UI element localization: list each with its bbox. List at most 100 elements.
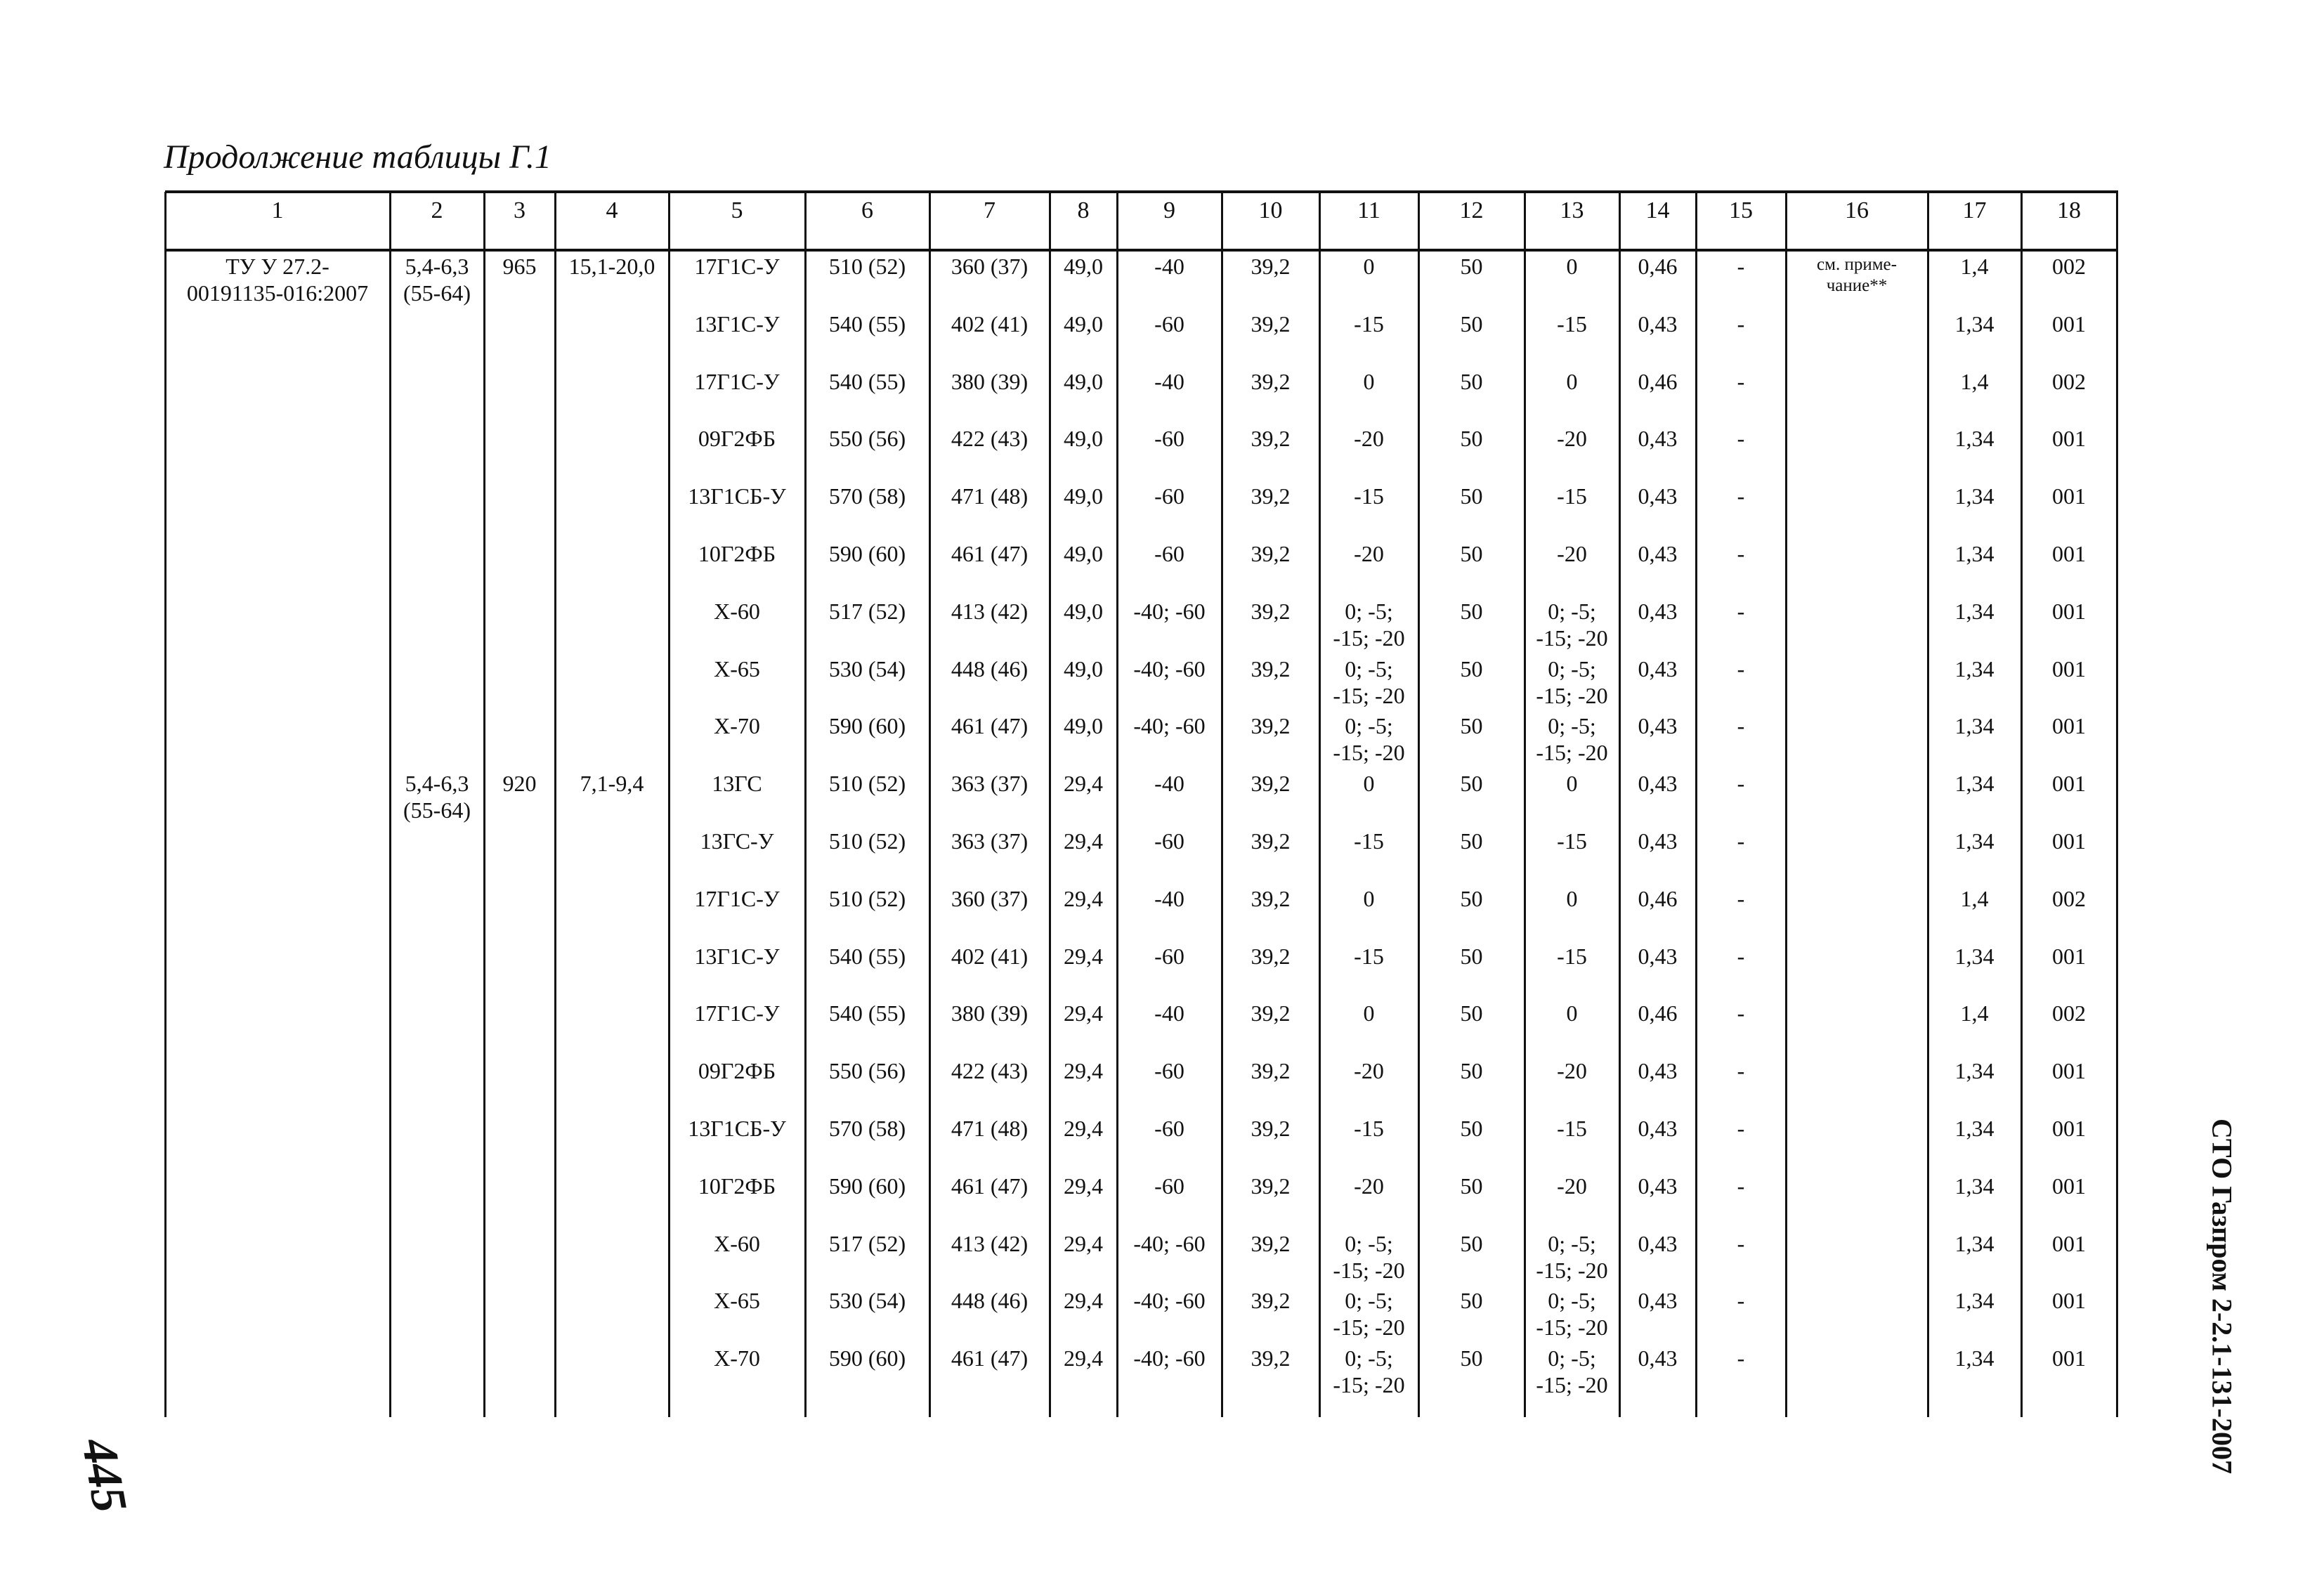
table-cell: 1,34 <box>1954 311 1995 337</box>
table-cell: 402 (41) <box>951 943 1029 969</box>
table-cell: -15 <box>1557 1116 1587 1141</box>
table-cell: 09Г2ФБ <box>698 426 776 452</box>
table-cell: 39,2 <box>1251 1230 1291 1256</box>
table-cell: 50 <box>1460 771 1483 797</box>
table-cell: 530 (54) <box>828 1288 906 1314</box>
table-cell: - <box>1737 1173 1745 1199</box>
table-cell: - <box>1737 828 1745 854</box>
table-cell: 001 <box>2052 1116 2086 1141</box>
table-cell: 001 <box>2052 1288 2086 1314</box>
table-cell: 1,34 <box>1954 426 1995 452</box>
table-cell: 39,2 <box>1251 1288 1291 1314</box>
column-divider <box>1695 192 1697 1417</box>
column-header: 16 <box>1845 197 1869 223</box>
table-cell: 590 (60) <box>828 541 906 566</box>
table-cell: 50 <box>1460 1345 1483 1371</box>
table-cell: 50 <box>1460 1288 1483 1314</box>
table-cell: 49,0 <box>1064 254 1103 279</box>
table-cell: 0; -5; -15; -20 <box>1333 598 1405 651</box>
table-cell: -15 <box>1557 311 1587 337</box>
table-cell: 29,4 <box>1064 1288 1103 1314</box>
table-cell: 1,34 <box>1954 828 1995 854</box>
table-cell: 50 <box>1460 1230 1483 1256</box>
table-cell: 360 (37) <box>951 885 1029 911</box>
table-cell: 39,2 <box>1251 368 1291 394</box>
table-cell: 001 <box>2052 541 2086 566</box>
column-divider <box>483 192 485 1417</box>
table-cell: 50 <box>1460 311 1483 337</box>
table-cell: 1,34 <box>1954 1288 1995 1314</box>
table-cell: 39,2 <box>1251 1116 1291 1141</box>
table-cell: 402 (41) <box>951 311 1029 337</box>
column-header: 1 <box>271 197 284 223</box>
table-cell: 17Г1С-У <box>694 254 780 279</box>
table-cell: 49,0 <box>1064 483 1103 509</box>
table-cell: 0,43 <box>1638 541 1678 566</box>
table-cell: 13ГС-У <box>700 828 774 854</box>
table-cell: 49,0 <box>1064 541 1103 566</box>
table-cell: 1,34 <box>1954 713 1995 739</box>
table-cell: 50 <box>1460 1058 1483 1084</box>
column-divider <box>1319 192 1321 1417</box>
table-cell: 39,2 <box>1251 771 1291 797</box>
table-cell: X-70 <box>714 713 760 739</box>
table-cell: 49,0 <box>1064 426 1103 452</box>
column-header: 15 <box>1729 197 1753 223</box>
table-cell: -40 <box>1154 885 1184 911</box>
row-divider <box>165 249 2118 252</box>
column-header: 13 <box>1560 197 1584 223</box>
table-cell: -15 <box>1354 943 1384 969</box>
table-cell: - <box>1737 1058 1745 1084</box>
table-cell: 29,4 <box>1064 1000 1103 1026</box>
table-cell: 17Г1С-У <box>694 885 780 911</box>
table-cell: 49,0 <box>1064 368 1103 394</box>
column-divider <box>164 192 167 1417</box>
table-cell: 1,34 <box>1954 656 1995 682</box>
table-cell: 5,4-6,3 (55-64) <box>403 254 471 306</box>
table-cell: 0,43 <box>1638 771 1678 797</box>
table-cell: 50 <box>1460 483 1483 509</box>
table-cell: 360 (37) <box>951 254 1029 279</box>
table-cell: - <box>1737 426 1745 452</box>
table-cell: 001 <box>2052 828 2086 854</box>
table-cell: 39,2 <box>1251 828 1291 854</box>
table-cell: 0,43 <box>1638 483 1678 509</box>
table-cell: -40; -60 <box>1133 1288 1206 1314</box>
table-cell: 1,4 <box>1960 368 1989 394</box>
table-cell: 39,2 <box>1251 1058 1291 1084</box>
table-cell: -60 <box>1154 426 1184 452</box>
table-cell: 510 (52) <box>828 828 906 854</box>
table-cell: 29,4 <box>1064 1058 1103 1084</box>
table-cell: X-60 <box>714 598 760 624</box>
table-cell: 1,34 <box>1954 483 1995 509</box>
table-cell: -15 <box>1557 943 1587 969</box>
table-cell: -15 <box>1354 1116 1384 1141</box>
column-divider <box>1221 192 1223 1417</box>
table-cell: 29,4 <box>1064 771 1103 797</box>
table-cell: 0,43 <box>1638 1345 1678 1371</box>
table-cell: 422 (43) <box>951 1058 1029 1084</box>
table-cell: 920 <box>502 771 537 797</box>
table-cell: -20 <box>1557 1058 1587 1084</box>
table-cell: 50 <box>1460 598 1483 624</box>
table-cell: 540 (55) <box>828 368 906 394</box>
table-cell: -20 <box>1557 426 1587 452</box>
table-cell: 1,34 <box>1954 541 1995 566</box>
column-divider <box>668 192 670 1417</box>
table-cell: 517 (52) <box>828 598 906 624</box>
table-cell: 13Г1СБ-У <box>688 483 786 509</box>
table-cell: -20 <box>1354 1058 1384 1084</box>
table-cell: 540 (55) <box>828 943 906 969</box>
column-header: 2 <box>431 197 443 223</box>
table-cell: 550 (56) <box>828 426 906 452</box>
table-cell: -40 <box>1154 368 1184 394</box>
table-cell: 0; -5; -15; -20 <box>1333 1288 1405 1341</box>
table-cell: 0 <box>1566 885 1578 911</box>
table-cell: 001 <box>2052 1345 2086 1371</box>
table-cell: 29,4 <box>1064 885 1103 911</box>
table-cell: 0,46 <box>1638 885 1678 911</box>
table-cell: 29,4 <box>1064 1345 1103 1371</box>
table-cell: -40; -60 <box>1133 656 1206 682</box>
table-cell: 5,4-6,3 (55-64) <box>403 771 471 823</box>
